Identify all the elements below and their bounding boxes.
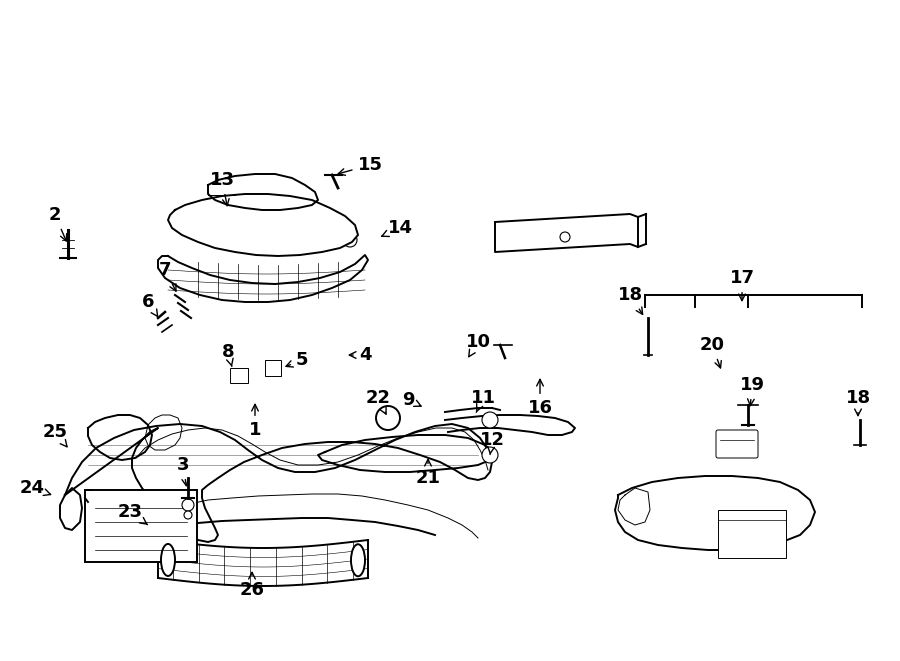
Polygon shape	[145, 415, 182, 450]
Text: 4: 4	[349, 346, 371, 364]
Polygon shape	[615, 476, 815, 550]
Text: 6: 6	[142, 293, 157, 317]
Bar	[718, 510, 786, 558]
Text: 19: 19	[740, 376, 764, 406]
Text: 8: 8	[221, 343, 234, 366]
Text: 21: 21	[416, 459, 440, 487]
Circle shape	[184, 511, 192, 519]
Text: 14: 14	[382, 219, 412, 237]
Polygon shape	[60, 488, 82, 530]
FancyBboxPatch shape	[716, 430, 758, 458]
Polygon shape	[88, 415, 152, 460]
Text: 1: 1	[248, 405, 261, 439]
Bar	[230, 368, 248, 383]
Bar	[85, 490, 197, 562]
Circle shape	[376, 406, 400, 430]
Bar	[265, 360, 281, 376]
Text: 10: 10	[465, 333, 491, 357]
Polygon shape	[208, 174, 318, 210]
Polygon shape	[445, 415, 575, 435]
Text: 12: 12	[480, 431, 505, 455]
Text: 7: 7	[158, 261, 176, 291]
Text: 5: 5	[286, 351, 308, 369]
Circle shape	[482, 412, 498, 428]
Text: 13: 13	[210, 171, 235, 206]
Text: 18: 18	[845, 389, 870, 416]
Text: 2: 2	[49, 206, 67, 241]
Text: 16: 16	[527, 379, 553, 417]
Text: 23: 23	[118, 503, 148, 525]
Polygon shape	[65, 424, 492, 542]
Polygon shape	[618, 488, 650, 525]
Text: 25: 25	[42, 423, 68, 447]
Polygon shape	[158, 255, 368, 302]
Circle shape	[482, 447, 498, 463]
Text: 11: 11	[471, 389, 496, 412]
Text: 20: 20	[699, 336, 725, 368]
Ellipse shape	[351, 544, 365, 576]
Text: 9: 9	[401, 391, 421, 409]
Polygon shape	[318, 435, 492, 472]
Text: 26: 26	[239, 572, 265, 599]
Polygon shape	[168, 194, 358, 256]
Text: 24: 24	[20, 479, 50, 497]
Text: 22: 22	[365, 389, 391, 414]
Text: 18: 18	[617, 286, 643, 315]
Text: 3: 3	[176, 456, 189, 486]
Ellipse shape	[161, 544, 175, 576]
Text: 15: 15	[338, 156, 382, 175]
Text: 17: 17	[730, 269, 754, 301]
Polygon shape	[495, 214, 638, 252]
Circle shape	[560, 232, 570, 242]
Circle shape	[182, 499, 194, 511]
